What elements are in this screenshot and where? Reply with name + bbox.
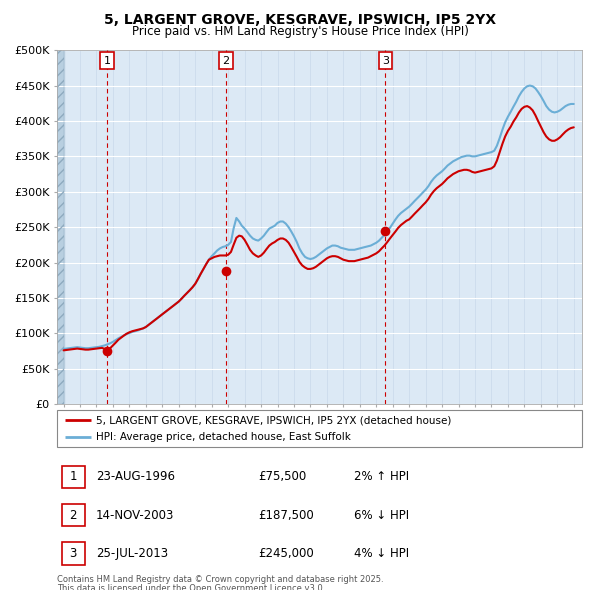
Text: 5, LARGENT GROVE, KESGRAVE, IPSWICH, IP5 2YX (detached house): 5, LARGENT GROVE, KESGRAVE, IPSWICH, IP5… <box>97 415 452 425</box>
Text: 3: 3 <box>70 547 77 560</box>
Text: Price paid vs. HM Land Registry's House Price Index (HPI): Price paid vs. HM Land Registry's House … <box>131 25 469 38</box>
Text: Contains HM Land Registry data © Crown copyright and database right 2025.: Contains HM Land Registry data © Crown c… <box>57 575 383 584</box>
Text: 4% ↓ HPI: 4% ↓ HPI <box>354 547 409 560</box>
Text: 23-AUG-1996: 23-AUG-1996 <box>96 470 175 483</box>
Text: £75,500: £75,500 <box>258 470 306 483</box>
Text: 6% ↓ HPI: 6% ↓ HPI <box>354 509 409 522</box>
Text: £187,500: £187,500 <box>258 509 314 522</box>
Text: 5, LARGENT GROVE, KESGRAVE, IPSWICH, IP5 2YX: 5, LARGENT GROVE, KESGRAVE, IPSWICH, IP5… <box>104 13 496 27</box>
Bar <box>57 50 64 404</box>
Text: 1: 1 <box>70 470 77 483</box>
Text: 25-JUL-2013: 25-JUL-2013 <box>96 547 168 560</box>
Text: 2% ↑ HPI: 2% ↑ HPI <box>354 470 409 483</box>
Text: 2: 2 <box>70 509 77 522</box>
Text: HPI: Average price, detached house, East Suffolk: HPI: Average price, detached house, East… <box>97 432 351 442</box>
Text: 3: 3 <box>382 56 389 66</box>
Text: £245,000: £245,000 <box>258 547 314 560</box>
Text: 2: 2 <box>223 56 230 66</box>
FancyBboxPatch shape <box>57 410 582 447</box>
Text: This data is licensed under the Open Government Licence v3.0.: This data is licensed under the Open Gov… <box>57 584 325 590</box>
Text: 1: 1 <box>104 56 110 66</box>
Text: 14-NOV-2003: 14-NOV-2003 <box>96 509 175 522</box>
Bar <box>57 50 64 404</box>
